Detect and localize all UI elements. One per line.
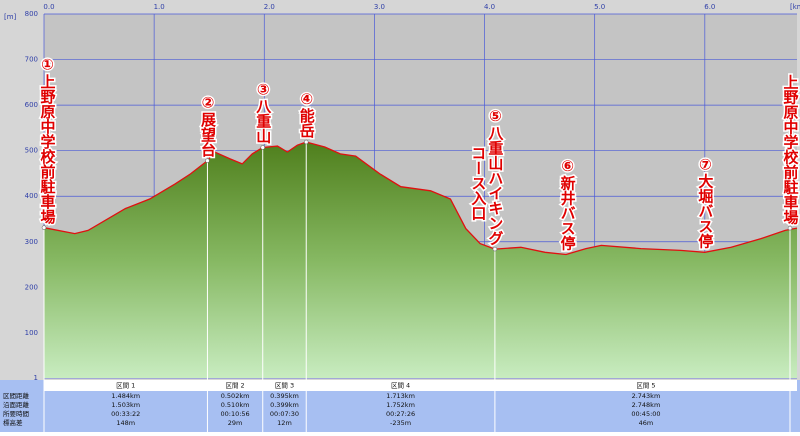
waypoint-label: ②展望台 xyxy=(199,94,217,158)
section-cell: 2.748km xyxy=(632,401,661,409)
x-tick-label: 0.0 xyxy=(43,3,54,11)
y-tick-label: 800 xyxy=(25,10,38,18)
section-name: 区間 2 xyxy=(225,382,244,390)
section-cell: 0.510km xyxy=(221,401,250,409)
table-header-bg xyxy=(44,380,797,391)
section-name: 区間 5 xyxy=(636,382,655,390)
waypoint-dot xyxy=(205,158,210,163)
x-tick-label: 3.0 xyxy=(374,3,385,11)
y-tick-label: 1 xyxy=(34,374,38,382)
x-tick-label: 4.0 xyxy=(484,3,495,11)
waypoint-label: ⑦大堀バス停 xyxy=(696,155,714,249)
section-cell: 12m xyxy=(277,419,292,427)
x-tick-label: 5.0 xyxy=(594,3,605,11)
x-tick-label: 6.0 xyxy=(704,3,715,11)
waypoint-dot xyxy=(492,246,498,252)
section-cell: 46m xyxy=(639,419,654,427)
section-cell: 0.395km xyxy=(270,392,299,400)
y-tick-label: 300 xyxy=(25,238,38,246)
row-label: 沿面距離 xyxy=(3,400,30,409)
section-cell: 00:07:30 xyxy=(270,410,299,418)
waypoint-label: コース入口 xyxy=(469,145,487,220)
section-cell: 1.503km xyxy=(111,401,140,409)
section-cell: 00:10:56 xyxy=(220,410,249,418)
section-cell: 1.713km xyxy=(386,392,415,400)
x-tick-label: 1.0 xyxy=(154,3,165,11)
y-tick-label: 400 xyxy=(25,192,38,200)
profile-line xyxy=(43,141,798,256)
section-cell: 0.502km xyxy=(221,392,250,400)
waypoint-label: ⑥新井バス停 xyxy=(559,157,577,251)
waypoint-label: ①上野原中学校前駐車場 xyxy=(39,56,57,225)
section-name: 区間 4 xyxy=(391,382,410,390)
section-cell: 2.743km xyxy=(632,392,661,400)
y-axis-label: [m] xyxy=(4,13,17,21)
row-label: 区間距離 xyxy=(3,391,30,400)
waypoint-dot xyxy=(303,139,309,145)
section-name: 区間 1 xyxy=(116,382,135,390)
section-cell: 0.399km xyxy=(270,401,299,409)
y-tick-label: 600 xyxy=(25,101,38,109)
y-tick-label: 100 xyxy=(25,329,38,337)
waypoint-label: 上野原中学校前駐車場 xyxy=(782,74,800,225)
section-cell: 148m xyxy=(116,419,135,427)
section-cell: 00:33:22 xyxy=(111,410,140,418)
waypoint-label: ⑤八重山ハイキング xyxy=(486,107,504,245)
waypoint-dot xyxy=(41,225,47,230)
section-cell: 00:45:00 xyxy=(631,410,660,418)
section-cell: -235m xyxy=(390,419,411,427)
section-name: 区間 3 xyxy=(275,382,294,390)
section-cell: 1.752km xyxy=(386,401,415,409)
y-tick-label: 700 xyxy=(25,56,38,64)
x-tick-label: 2.0 xyxy=(264,3,275,11)
row-label: 標高差 xyxy=(3,418,23,427)
section-cell: 1.484km xyxy=(111,392,140,400)
y-tick-label: 500 xyxy=(25,147,38,155)
waypoint-dot xyxy=(260,145,265,150)
x-axis-label: [km] xyxy=(790,3,800,11)
waypoint-dot xyxy=(787,225,793,231)
section-cell: 00:27:26 xyxy=(386,410,415,418)
waypoint-label: ④能岳 xyxy=(298,90,316,139)
y-tick-label: 200 xyxy=(25,283,38,291)
waypoint-label: ③八重山 xyxy=(254,80,272,144)
section-cell: 29m xyxy=(228,419,243,427)
row-label: 所要時間 xyxy=(3,409,29,418)
profile-area xyxy=(44,142,797,378)
